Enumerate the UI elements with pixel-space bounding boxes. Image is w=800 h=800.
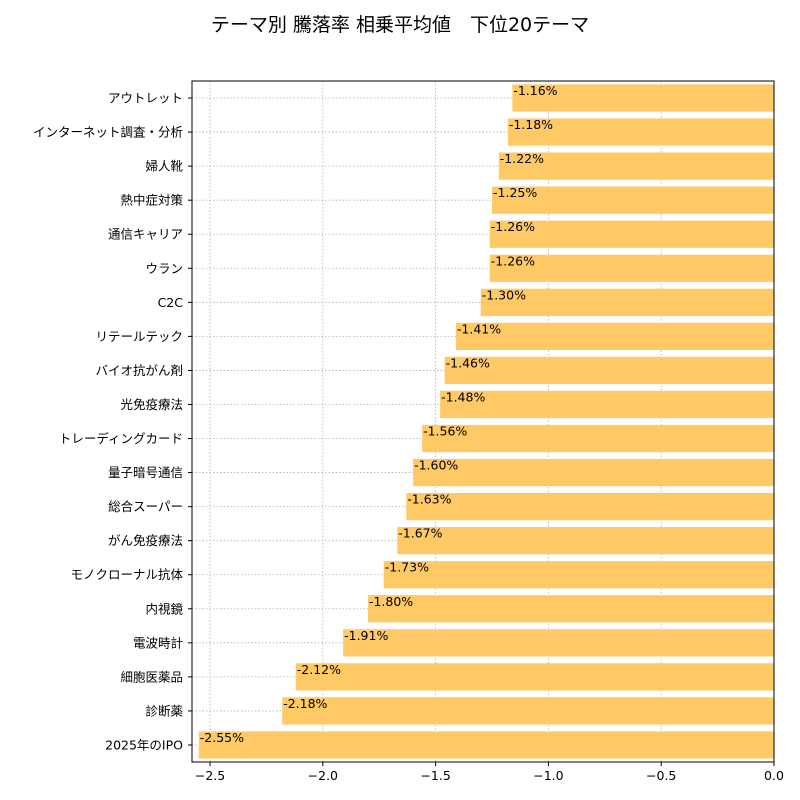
bar xyxy=(489,220,774,248)
x-tick-label: −1.0 xyxy=(533,768,563,783)
bar xyxy=(282,697,774,725)
y-tick-label: インターネット調査・分析 xyxy=(33,125,183,140)
bar xyxy=(198,731,774,759)
bar xyxy=(295,663,774,691)
x-tick-label: −2.5 xyxy=(195,768,225,783)
y-tick-label: 電波時計 xyxy=(133,635,183,650)
y-tick-label: バイオ抗がん剤 xyxy=(95,363,183,378)
bar-value-label: -1.46% xyxy=(446,355,490,370)
x-tick-label: 0.0 xyxy=(764,768,784,783)
chart-title: テーマ別 騰落率 相乗平均値 下位20テーマ xyxy=(210,14,590,36)
y-tick-label: 内視鏡 xyxy=(145,601,183,616)
bar-value-label: -1.26% xyxy=(491,253,535,268)
bar-value-label: -1.25% xyxy=(493,185,537,200)
bar xyxy=(489,254,774,282)
y-tick-label: 熱中症対策 xyxy=(120,193,183,208)
y-tick-label: 2025年のIPO xyxy=(105,737,183,752)
bar xyxy=(440,390,774,419)
bar-value-label: -1.30% xyxy=(482,287,526,302)
bar xyxy=(413,458,774,487)
bar-value-label: -1.73% xyxy=(385,560,429,575)
x-tick-label: −1.5 xyxy=(420,768,450,783)
bar xyxy=(492,186,774,214)
bar-value-label: -1.91% xyxy=(344,628,388,643)
bar-value-label: -1.18% xyxy=(509,117,553,132)
bar-value-label: -1.41% xyxy=(457,321,501,336)
y-tick-label: 光免疫療法 xyxy=(120,397,183,412)
y-tick-label: トレーディングカード xyxy=(59,431,183,446)
y-tick-label: ウラン xyxy=(145,261,183,276)
bar-value-label: -1.26% xyxy=(491,219,535,234)
bar-value-label: -2.55% xyxy=(200,730,244,745)
bar-value-label: -2.12% xyxy=(297,662,341,677)
x-axis: −2.5 −2.0 −1.5 −1.0 −0.5 0.0 xyxy=(195,762,784,783)
bar xyxy=(444,356,774,385)
y-tick-label: 細胞医薬品 xyxy=(120,669,183,684)
y-tick-label: 婦人靴 xyxy=(145,159,183,174)
bar xyxy=(343,629,774,657)
bar-value-label: -1.16% xyxy=(513,83,557,98)
bar-value-label: -1.22% xyxy=(500,151,544,166)
bar-value-label: -1.60% xyxy=(414,458,458,473)
grid-lines xyxy=(192,81,775,762)
bar xyxy=(406,493,774,521)
y-tick-label: 通信キャリア xyxy=(108,227,183,242)
y-tick-label: 量子暗号通信 xyxy=(108,465,183,480)
bars xyxy=(198,84,774,759)
bar-value-label: -2.18% xyxy=(283,696,327,711)
bar xyxy=(383,561,774,589)
bar xyxy=(512,84,774,112)
bar xyxy=(480,288,774,316)
bar xyxy=(455,322,774,350)
y-tick-label: リテールテック xyxy=(95,329,183,344)
y-tick-label: C2C xyxy=(158,295,184,310)
plot-frame xyxy=(191,80,775,763)
y-tick-label: アウトレット xyxy=(108,91,183,106)
x-tick-label: −2.0 xyxy=(308,768,338,783)
bar-value-label: -1.67% xyxy=(398,526,442,541)
y-tick-label: 診断薬 xyxy=(145,703,183,718)
data-labels: -1.16% -1.18% -1.22% -1.25% -1.26% -1.26% -1.3… xyxy=(200,83,558,745)
bar xyxy=(498,152,774,180)
x-tick-label: −0.5 xyxy=(646,768,676,783)
y-tick-label: 総合スーパー xyxy=(108,499,183,514)
bar-value-label: -1.63% xyxy=(407,492,451,507)
bar-value-label: -1.80% xyxy=(369,594,413,609)
bar xyxy=(507,118,774,146)
bar xyxy=(397,527,774,555)
bar-value-label: -1.48% xyxy=(441,389,485,404)
y-tick-label: がん免疫療法 xyxy=(108,533,183,548)
bar xyxy=(367,595,774,623)
y-tick-label: モノクローナル抗体 xyxy=(70,567,183,582)
bar xyxy=(422,424,774,453)
bar-value-label: -1.56% xyxy=(423,424,467,439)
